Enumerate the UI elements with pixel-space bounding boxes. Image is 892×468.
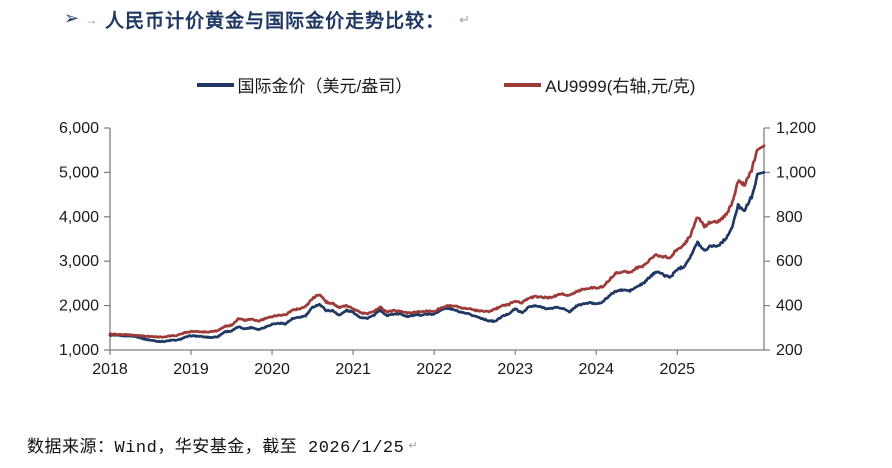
gold-price-line-chart: 1,000 2,000 3,000 4,000 5,000 6,000 200 400 600 8… bbox=[59, 120, 816, 378]
legend-item-au9999: AU9999(右轴,元/克) bbox=[504, 72, 695, 97]
legend-label: 国际金价（美元/盎司） bbox=[237, 77, 413, 96]
left-axis-tick-label: 3,000 bbox=[59, 253, 99, 270]
paragraph-return-icon: ↵ bbox=[459, 11, 471, 27]
right-axis-tick-label: 600 bbox=[776, 253, 803, 270]
tab-mark-icon: → bbox=[85, 12, 98, 27]
right-axis-tick-label: 400 bbox=[776, 298, 803, 315]
data-source-text: 数据来源：Wind，华安基金，截至 2026/1/25 bbox=[27, 439, 405, 458]
legend-line-swatch-red bbox=[504, 82, 542, 87]
left-axis-tick-label: 2,000 bbox=[59, 298, 99, 315]
paragraph-return-icon: ↵ bbox=[408, 439, 418, 452]
x-axis-year-label: 2022 bbox=[416, 361, 452, 378]
x-axis-year-label: 2021 bbox=[335, 361, 371, 378]
x-axis-year-label: 2025 bbox=[659, 361, 695, 378]
legend-label: AU9999(右轴,元/克) bbox=[545, 77, 696, 96]
right-axis-tick-label: 1,200 bbox=[776, 120, 816, 137]
left-axis-tick-label: 5,000 bbox=[59, 164, 99, 181]
right-axis-tick-label: 200 bbox=[776, 342, 803, 359]
chart-title-row: ➢ → 人民币计价黄金与国际金价走势比较： ↵ bbox=[64, 6, 470, 33]
arrowhead-bullet-icon: ➢ bbox=[64, 8, 80, 28]
x-axis-year-label: 2020 bbox=[254, 361, 290, 378]
series-line-au9999 bbox=[108, 144, 766, 339]
left-axis-tick-label: 6,000 bbox=[59, 120, 99, 137]
left-axis-tick-label: 1,000 bbox=[59, 342, 99, 359]
x-axis-year-label: 2019 bbox=[173, 361, 209, 378]
left-axis-tick-label: 4,000 bbox=[59, 209, 99, 226]
data-source-row: 数据来源：Wind，华安基金，截至 2026/1/25 ↵ bbox=[27, 432, 418, 458]
x-axis-year-label: 2023 bbox=[497, 361, 533, 378]
x-axis-year-label: 2024 bbox=[578, 361, 614, 378]
price-chart: 1,000 2,000 3,000 4,000 5,000 6,000 200 400 600 8… bbox=[59, 120, 816, 378]
right-axis-tick-label: 1,000 bbox=[776, 164, 816, 181]
right-axis-tick-label: 800 bbox=[776, 209, 803, 226]
series-line-international-gold bbox=[108, 171, 766, 344]
page-title: 人民币计价黄金与国际金价走势比较： bbox=[105, 11, 446, 32]
legend-line-swatch-blue bbox=[196, 82, 234, 87]
chart-legend: 国际金价（美元/盎司） AU9999(右轴,元/克) bbox=[0, 72, 892, 97]
x-axis-year-label: 2018 bbox=[92, 361, 128, 378]
legend-item-international-gold: 国际金价（美元/盎司） bbox=[196, 72, 413, 97]
